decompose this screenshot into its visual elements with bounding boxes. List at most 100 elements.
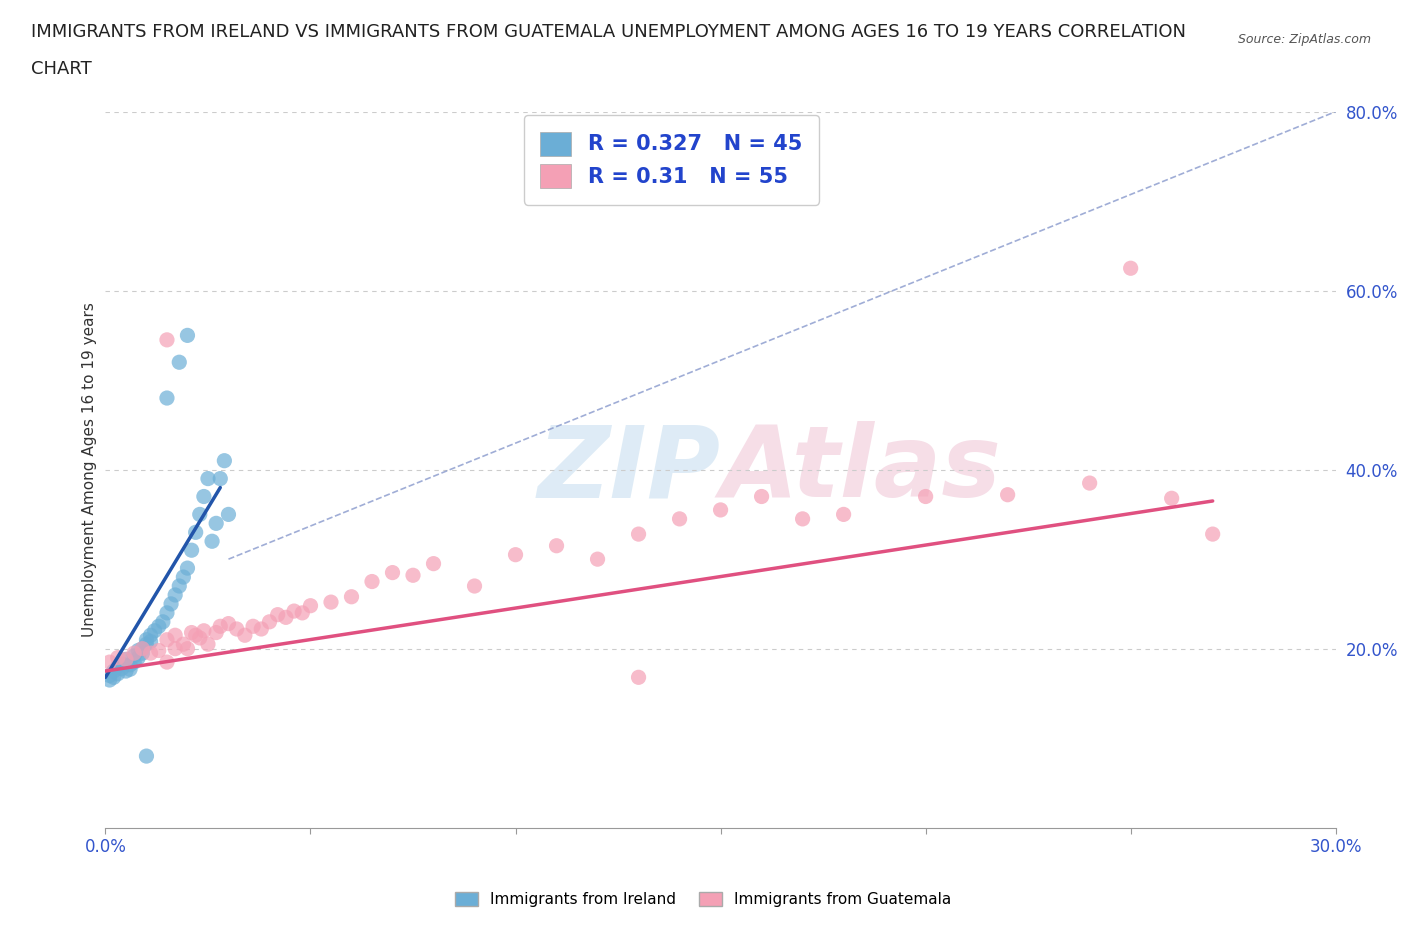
Point [127,650,149,665]
Point [193,489,215,504]
Point [209,472,232,486]
Point [131,645,153,660]
Point [152,615,174,630]
Point [225,621,247,636]
Point [120,658,141,672]
Point [184,628,207,643]
Point [156,332,179,347]
Point [165,588,187,603]
Point [205,516,228,531]
Point [218,617,240,631]
Y-axis label: Unemployment Among Ages 16 to 19 years: Unemployment Among Ages 16 to 19 years [82,302,97,637]
Point [201,534,224,549]
Point [832,507,855,522]
Point [115,652,138,667]
Point [792,512,814,526]
Point [135,637,157,652]
Legend: R = 0.327   N = 45, R = 0.31   N = 55: R = 0.327 N = 45, R = 0.31 N = 55 [523,115,820,205]
Point [172,637,194,652]
Point [131,642,153,657]
Point [165,628,187,643]
Point [274,610,297,625]
Point [218,507,240,522]
Point [148,618,170,633]
Point [299,598,322,613]
Point [205,625,228,640]
Point [160,596,183,611]
Point [156,655,179,670]
Point [122,655,145,670]
Point [381,565,404,580]
Point [172,569,194,585]
Point [127,643,149,658]
Text: Atlas: Atlas [721,421,1001,518]
Point [131,642,153,657]
Point [180,625,202,640]
Text: IMMIGRANTS FROM IRELAND VS IMMIGRANTS FROM GUATEMALA UNEMPLOYMENT AMONG AGES 16 : IMMIGRANTS FROM IRELAND VS IMMIGRANTS FR… [31,23,1185,41]
Point [111,657,134,671]
Point [197,472,219,486]
Point [188,507,211,522]
Text: Source: ZipAtlas.com: Source: ZipAtlas.com [1237,33,1371,46]
Point [402,568,425,583]
Point [156,391,179,405]
Point [107,666,129,681]
Point [135,749,157,764]
Point [627,670,650,684]
Point [1202,526,1225,541]
Point [120,662,141,677]
Point [361,574,384,589]
Point [1160,491,1182,506]
Point [188,631,211,645]
Point [143,623,166,638]
Point [111,661,134,676]
Point [259,615,281,630]
Point [148,643,170,658]
Point [340,590,363,604]
Legend: Immigrants from Ireland, Immigrants from Guatemala: Immigrants from Ireland, Immigrants from… [449,885,957,913]
Point [546,538,568,553]
Point [291,605,314,620]
Point [169,578,191,593]
Point [180,543,202,558]
Point [250,621,273,636]
Text: CHART: CHART [31,60,91,78]
Point [122,648,145,663]
Point [135,632,157,647]
Point [586,551,609,566]
Point [197,637,219,652]
Text: ZIP: ZIP [537,421,721,518]
Point [103,664,125,679]
Point [156,632,179,647]
Point [139,634,162,649]
Point [668,512,690,526]
Point [107,659,129,674]
Point [267,607,290,622]
Point [505,547,527,562]
Point [184,525,207,539]
Point [98,668,121,683]
Point [914,489,936,504]
Point [214,453,236,468]
Point [98,672,121,687]
Point [283,604,305,618]
Point [176,561,198,576]
Point [115,664,138,679]
Point [139,628,162,643]
Point [319,594,342,609]
Point [1078,475,1101,490]
Point [751,489,773,504]
Point [98,655,121,670]
Point [242,618,264,633]
Point [710,502,733,517]
Point [627,526,650,541]
Point [176,328,198,343]
Point [156,605,179,620]
Point [107,650,129,665]
Point [165,642,187,657]
Point [103,670,125,684]
Point [169,355,191,370]
Point [233,628,256,643]
Point [997,487,1019,502]
Point [115,652,138,667]
